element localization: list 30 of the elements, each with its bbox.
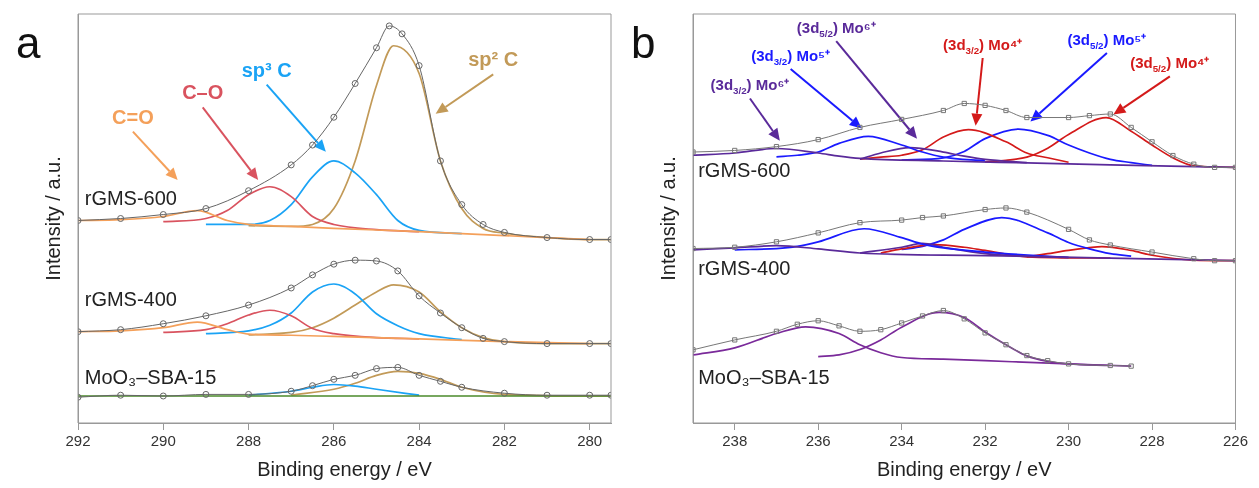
x-tick-label: 286 xyxy=(321,432,347,450)
x-tick-label: 280 xyxy=(577,432,603,450)
x-tick-label: 288 xyxy=(236,432,262,450)
annotation: C=O xyxy=(112,105,154,128)
x-tick-label: 232 xyxy=(972,432,998,450)
x-tick-label: 282 xyxy=(491,432,517,450)
x-tick-label: 230 xyxy=(1056,432,1082,450)
x-axis-title: Binding energy / eV xyxy=(876,457,1053,480)
annotation: MoO₃–SBA-15 xyxy=(84,365,217,388)
text: b xyxy=(631,18,656,67)
x-tick-label: 290 xyxy=(150,432,176,450)
x-tick-label: 236 xyxy=(805,432,831,450)
x-axis-title: Binding energy / eV xyxy=(257,457,433,480)
annotation: MoO₃–SBA-15 xyxy=(698,365,830,388)
y-axis-title: Intensity / a.u. xyxy=(656,156,679,281)
annotation: rGMS-600 xyxy=(84,186,177,209)
annotation: sp³ C xyxy=(241,58,292,81)
annotation: sp² C xyxy=(468,48,519,71)
y-axis-title: Intensity / a.u. xyxy=(41,156,64,281)
x-tick-label: 238 xyxy=(722,432,748,450)
x-tick-label: 226 xyxy=(1222,432,1248,450)
x-tick-label: 284 xyxy=(406,432,432,450)
text: a xyxy=(16,18,41,67)
annotation: rGMS-400 xyxy=(84,288,177,311)
x-tick-label: 292 xyxy=(65,432,91,450)
annotation: rGMS-600 xyxy=(698,158,791,181)
x-tick-label: 228 xyxy=(1139,432,1165,450)
annotation: rGMS-400 xyxy=(698,257,791,280)
x-tick-label: 234 xyxy=(889,432,915,450)
annotation: C–O xyxy=(182,81,224,104)
